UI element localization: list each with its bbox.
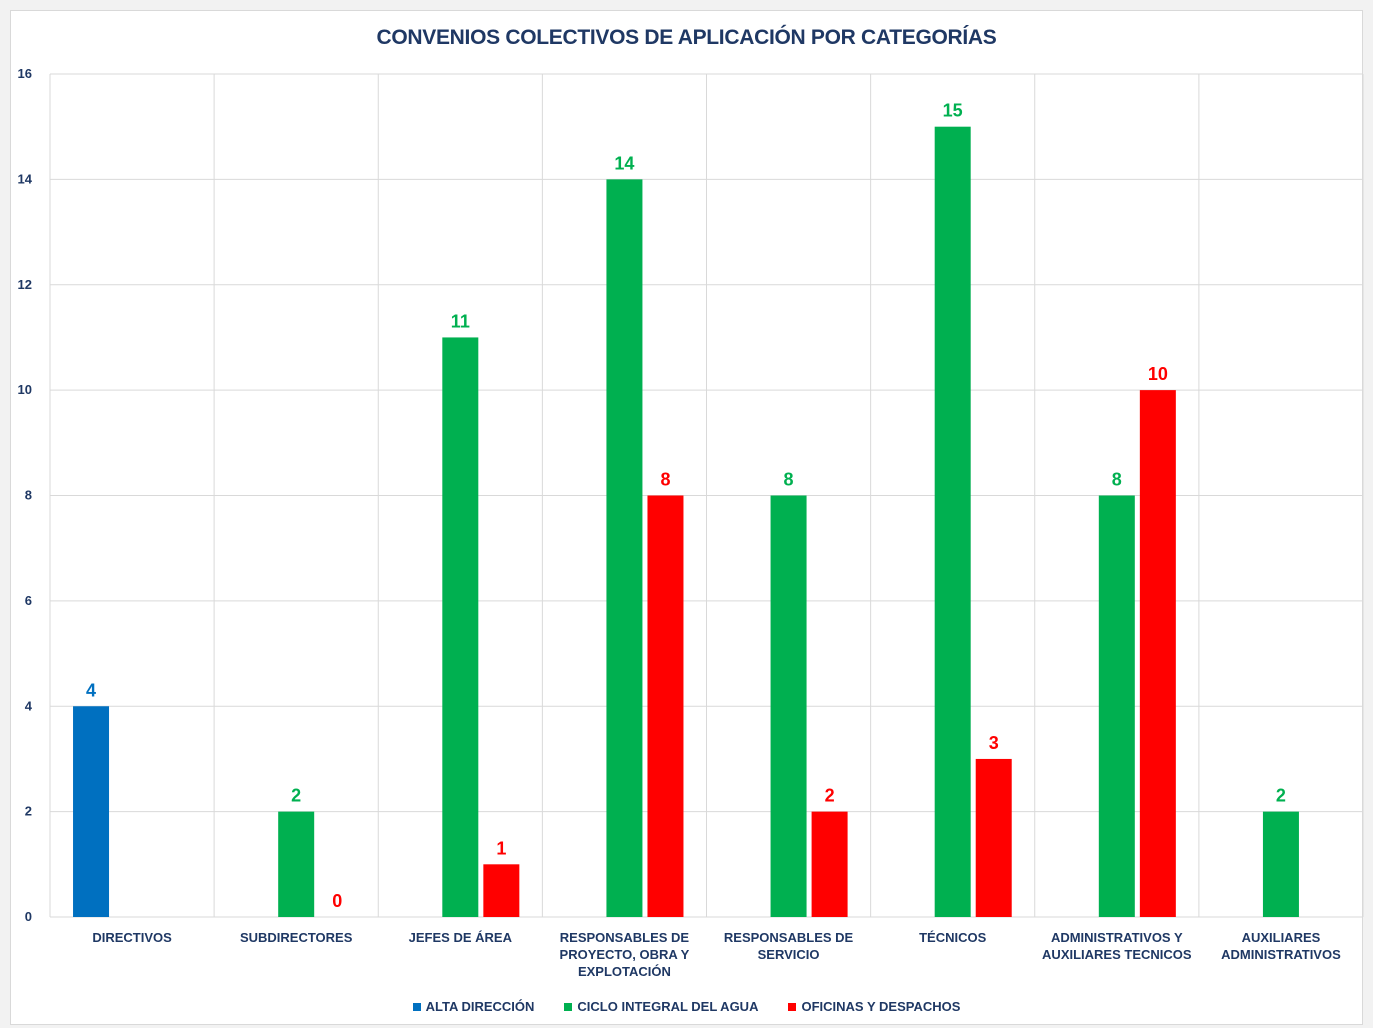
y-tick-label: 4 [25,698,33,713]
x-tick-label-line: RESPONSABLES DE [724,930,854,945]
x-tick-label-line: ADMINISTRATIVOS [1221,947,1341,962]
bar [1098,495,1135,917]
x-tick-label: RESPONSABLES DE PROYECTO, OBRA Y EXPLOTACI… [560,930,690,979]
bar [1139,390,1176,917]
data-label: 10 [1148,364,1168,384]
x-tick-label-line: RESPONSABLES DE [560,930,690,945]
data-label: 2 [1276,786,1286,806]
legend-label: OFICINAS Y DESPACHOS [801,999,961,1014]
x-tick-label-line: PROYECTO, OBRA Y [560,947,690,962]
y-tick-label: 8 [25,488,32,503]
legend-swatch [788,1002,797,1011]
data-label: 3 [989,733,999,753]
bar [811,811,848,917]
x-tick-label: RESPONSABLES DE SERVICIO [724,930,854,962]
x-tick-label: DIRECTIVOS [92,930,172,945]
legend-item: CICLO INTEGRAL DEL AGUA [564,999,758,1014]
data-label: 11 [451,311,470,331]
x-tick-label-line: AUXILIARES [1242,930,1321,945]
x-tick-label-line: ADMINISTRATIVOS Y [1051,930,1183,945]
data-label: 14 [614,153,634,173]
y-tick-label: 0 [25,909,32,924]
x-tick-label: JEFES DE ÁREA [409,930,513,945]
x-tick-label-line: DIRECTIVOS [92,930,172,945]
data-label: 1 [496,838,506,858]
x-tick-label: SUBDIRECTORES [240,930,353,945]
bar [483,864,520,917]
y-tick-label: 6 [25,593,32,608]
y-tick-label: 2 [25,804,32,819]
bar [975,758,1012,917]
x-tick-label: AUXILIARES ADMINISTRATIVOS [1221,930,1341,962]
bar [934,126,971,917]
x-tick-label-line: EXPLOTACIÓN [578,964,671,979]
data-label: 8 [1112,470,1122,490]
bar [73,706,110,917]
bar [606,179,643,917]
data-label: 0 [332,891,342,911]
bar [770,495,807,917]
data-label: 4 [86,680,96,700]
x-tick-label-line: SERVICIO [758,947,820,962]
x-tick-label-line: AUXILIARES TECNICOS [1042,947,1192,962]
legend-item: OFICINAS Y DESPACHOS [788,999,960,1014]
bar [1262,811,1299,917]
legend-label: CICLO INTEGRAL DEL AGUA [577,999,759,1014]
x-tick-label-line: TÉCNICOS [919,930,987,945]
data-label: 2 [825,786,835,806]
y-tick-label: 10 [18,382,32,397]
bar [647,495,684,917]
data-label: 15 [943,101,963,121]
legend-label: ALTA DIRECCIÓN [425,999,535,1014]
chart-title: CONVENIOS COLECTIVOS DE APLICACIÓN POR C… [376,26,997,49]
y-tick-label: 12 [18,277,32,292]
data-label: 8 [660,470,670,490]
legend-swatch [412,1002,421,1011]
y-tick-label: 14 [18,171,33,186]
legend-swatch [564,1002,573,1011]
legend-item: ALTA DIRECCIÓN [412,999,535,1014]
bar [278,811,315,917]
x-tick-label: TÉCNICOS [919,930,987,945]
y-tick-label: 16 [18,66,32,81]
data-label: 2 [291,786,301,806]
x-tick-label: ADMINISTRATIVOS Y AUXILIARES TECNICOS [1042,930,1192,962]
data-label: 8 [784,470,794,490]
x-tick-label-line: SUBDIRECTORES [240,930,353,945]
bar [442,337,479,917]
x-tick-label-line: JEFES DE ÁREA [409,930,513,945]
chart-legend: ALTA DIRECCIÓN CICLO INTEGRAL DEL AGUA OFI… [0,999,1373,1014]
